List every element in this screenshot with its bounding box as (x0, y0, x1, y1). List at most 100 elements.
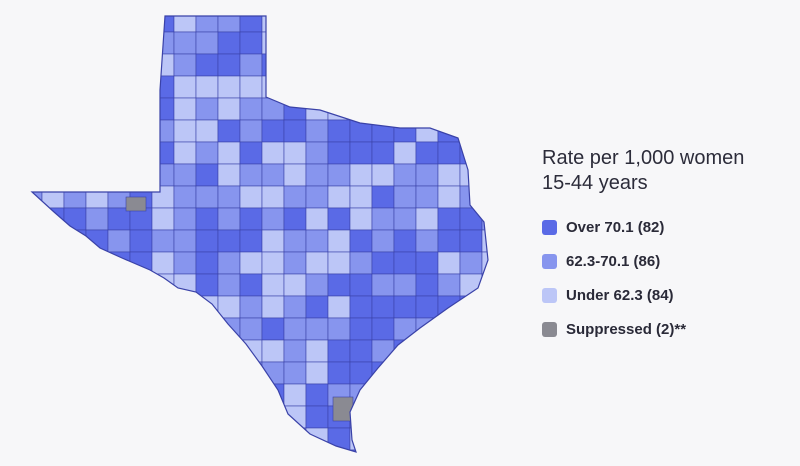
county-cell (107, 449, 131, 452)
county-cell (195, 405, 219, 429)
county-cell (393, 361, 417, 385)
county-cell (261, 251, 285, 275)
county-cell (85, 119, 109, 143)
county-cell (173, 163, 197, 187)
county-cell (261, 141, 285, 165)
county-cell (63, 449, 87, 452)
county-cell (41, 273, 65, 297)
county-cell (283, 427, 307, 451)
county-cell (481, 31, 488, 55)
county-cell (437, 317, 461, 341)
county-cell (41, 361, 65, 385)
county-cell (32, 229, 43, 253)
county-cell (151, 185, 175, 209)
county-cell (349, 339, 373, 363)
county-cell (393, 427, 417, 451)
county-cell (239, 141, 263, 165)
county-cell (481, 16, 488, 33)
county-cell (239, 75, 263, 99)
county-cell (195, 53, 219, 77)
county-cell (63, 427, 87, 451)
county-cell (437, 97, 461, 121)
county-cell (393, 229, 417, 253)
county-cell (173, 185, 197, 209)
county-cell (239, 163, 263, 187)
county-cell (85, 273, 109, 297)
county-cell (63, 361, 87, 385)
county-cell (239, 16, 263, 33)
county-cell (349, 207, 373, 231)
county-cell (415, 339, 439, 363)
county-cell (217, 427, 241, 451)
county-cell (239, 295, 263, 319)
county-cell (261, 207, 285, 231)
county-cell (415, 16, 439, 33)
county-cell (459, 75, 483, 99)
county-cell (151, 207, 175, 231)
county-cell (261, 16, 285, 33)
county-cell (107, 75, 131, 99)
county-cell (393, 141, 417, 165)
county-cell (239, 31, 263, 55)
county-cell (459, 317, 483, 341)
county-cell (32, 295, 43, 319)
county-cell (415, 141, 439, 165)
county-cell (195, 141, 219, 165)
county-cell (239, 251, 263, 275)
county-cell (437, 405, 461, 429)
county-cell (129, 295, 153, 319)
county-cell (305, 361, 329, 385)
county-cell (459, 53, 483, 77)
county-cell (415, 207, 439, 231)
county-cell (195, 229, 219, 253)
county-cell (327, 449, 351, 452)
county-cell (41, 449, 65, 452)
county-cell (283, 207, 307, 231)
county-cell (481, 405, 488, 429)
county-cell (327, 207, 351, 231)
county-cell (129, 97, 153, 121)
county-cell (283, 75, 307, 99)
county-cell (107, 251, 131, 275)
county-cell (415, 449, 439, 452)
legend-item-mid: 62.3-70.1 (86) (542, 244, 792, 278)
county-cell (481, 427, 488, 451)
county-cell (437, 273, 461, 297)
county-grid (32, 16, 488, 452)
county-cell (63, 16, 87, 33)
county-cell (63, 75, 87, 99)
legend-swatch-over (542, 219, 557, 235)
county-cell (41, 53, 65, 77)
county-cell (85, 53, 109, 77)
county-cell (85, 339, 109, 363)
county-cell (459, 16, 483, 33)
county-cell (283, 251, 307, 275)
county-cell (459, 119, 483, 143)
county-cell (437, 339, 461, 363)
county-cell (459, 229, 483, 253)
county-cell (481, 317, 488, 341)
county-cell (85, 317, 109, 341)
legend-swatch-mid (542, 253, 557, 269)
county-cell (459, 339, 483, 363)
county-cell (41, 75, 65, 99)
county-cell (63, 31, 87, 55)
legend-swatch-suppressed (542, 321, 557, 337)
county-cell (349, 251, 373, 275)
legend-title-line2: 15-44 years (542, 172, 648, 194)
county-cell (393, 251, 417, 275)
county-cell (437, 383, 461, 407)
county-cell (85, 229, 109, 253)
county-cell (371, 16, 395, 33)
county-cell (349, 229, 373, 253)
county-cell (32, 405, 43, 429)
county-cell (261, 119, 285, 143)
county-cell (459, 383, 483, 407)
county-cell (327, 251, 351, 275)
county-cell (151, 295, 175, 319)
county-cell (415, 295, 439, 319)
county-cell (349, 97, 373, 121)
county-cell (129, 75, 153, 99)
county-cell (261, 229, 285, 253)
county-cell (173, 31, 197, 55)
